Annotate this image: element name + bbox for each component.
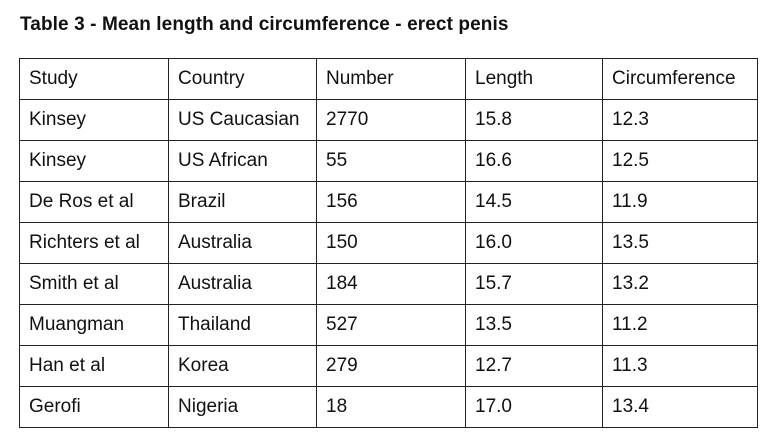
cell-number: 55 [316,140,466,182]
cell-length: 14.5 [465,181,603,223]
table-row: Gerofi Nigeria 18 17.0 13.4 [19,386,758,428]
table-row: De Ros et al Brazil 156 14.5 11.9 [19,181,758,223]
table-row: Richters et al Australia 150 16.0 13.5 [19,222,758,264]
cell-country: Australia [168,222,317,264]
cell-number: 279 [316,345,466,387]
cell-country: US Caucasian [168,99,317,141]
cell-country: US African [168,140,317,182]
cell-country: Nigeria [168,386,317,428]
table-header-row: Study Country Number Length Circumferenc… [19,58,758,100]
cell-study: Muangman [19,304,169,346]
cell-length: 15.7 [465,263,603,305]
cell-length: 16.0 [465,222,603,264]
cell-study: De Ros et al [19,181,169,223]
column-header-number: Number [316,58,466,100]
cell-study: Gerofi [19,386,169,428]
cell-circumference: 11.3 [602,345,758,387]
cell-length: 16.6 [465,140,603,182]
column-header-country: Country [168,58,317,100]
column-header-circumference: Circumference [602,58,758,100]
cell-length: 13.5 [465,304,603,346]
cell-country: Thailand [168,304,317,346]
cell-length: 17.0 [465,386,603,428]
cell-number: 150 [316,222,466,264]
cell-circumference: 11.9 [602,181,758,223]
cell-country: Australia [168,263,317,305]
cell-length: 12.7 [465,345,603,387]
cell-number: 527 [316,304,466,346]
cell-number: 18 [316,386,466,428]
cell-study: Han et al [19,345,169,387]
cell-study: Richters et al [19,222,169,264]
cell-country: Brazil [168,181,317,223]
cell-circumference: 11.2 [602,304,758,346]
cell-circumference: 13.2 [602,263,758,305]
table-row: Muangman Thailand 527 13.5 11.2 [19,304,758,346]
cell-study: Kinsey [19,140,169,182]
cell-country: Korea [168,345,317,387]
table-row: Smith et al Australia 184 15.7 13.2 [19,263,758,305]
cell-circumference: 12.3 [602,99,758,141]
cell-length: 15.8 [465,99,603,141]
data-table: Study Country Number Length Circumferenc… [19,58,758,428]
cell-number: 156 [316,181,466,223]
cell-number: 2770 [316,99,466,141]
cell-study: Smith et al [19,263,169,305]
cell-circumference: 13.4 [602,386,758,428]
column-header-study: Study [19,58,169,100]
column-header-length: Length [465,58,603,100]
cell-circumference: 13.5 [602,222,758,264]
table-row: Kinsey US African 55 16.6 12.5 [19,140,758,182]
cell-study: Kinsey [19,99,169,141]
table-row: Han et al Korea 279 12.7 11.3 [19,345,758,387]
table-title: Table 3 - Mean length and circumference … [20,14,509,35]
table-row: Kinsey US Caucasian 2770 15.8 12.3 [19,99,758,141]
cell-circumference: 12.5 [602,140,758,182]
cell-number: 184 [316,263,466,305]
